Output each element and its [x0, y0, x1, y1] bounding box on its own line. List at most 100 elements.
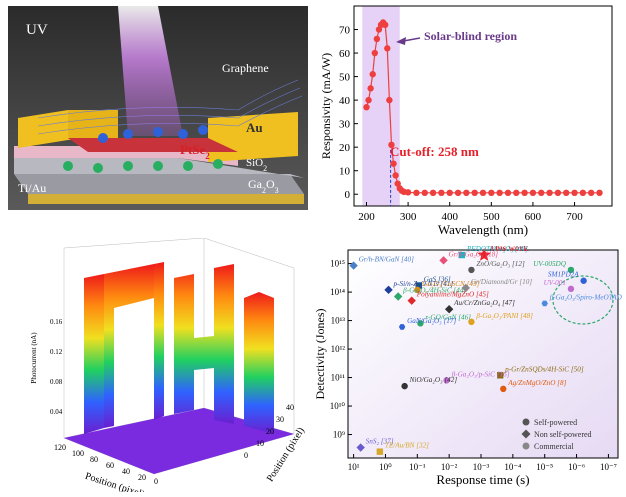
x-tick-label: 40 — [122, 467, 130, 476]
data-label: r-GO/GaN [46] — [425, 313, 471, 321]
annotation-cutoff: Cut-off: 258 nm — [390, 144, 479, 159]
uv-beam — [118, 6, 183, 136]
x-axis: 0 20 40 60 80 100 120 — [54, 443, 158, 486]
data-point — [471, 189, 478, 197]
data-point — [415, 282, 422, 289]
data-point — [413, 189, 420, 197]
data-label: UV-005DQ — [533, 260, 567, 268]
y-tick-label: 20 — [339, 142, 351, 154]
y-tick-label: 10⁹ — [333, 430, 345, 440]
data-point — [390, 160, 397, 167]
data-point — [356, 443, 365, 452]
data-point — [513, 189, 520, 197]
x-tick-label: 10⁻⁷ — [600, 462, 617, 472]
data-label: Polyaniline/MgZnO [45] — [416, 291, 489, 299]
data-point — [371, 49, 379, 57]
z-tick-label: 0.08 — [50, 378, 63, 386]
ridge-1 — [84, 274, 104, 434]
legend-label: Non self-powered — [534, 430, 592, 439]
data-point — [500, 385, 507, 393]
x-tick-label: 100 — [72, 449, 84, 458]
ridge-2 — [104, 264, 154, 428]
responsivity-chart-panel: 0 10 20 30 40 50 60 70 200 300 400 500 600 700 Solar… — [318, 2, 620, 238]
z-tick-label: 0.04 — [50, 408, 63, 416]
data-point — [458, 251, 466, 259]
x-axis-label: Position (pixel) — [84, 471, 146, 492]
data-point — [546, 189, 553, 197]
x-tick-label: 10⁻¹ — [409, 462, 426, 472]
data-point — [567, 285, 575, 293]
y-axis: 0 10 20 30 40 — [244, 403, 294, 460]
sio2-label: SiO2 — [246, 157, 267, 173]
data-point — [388, 141, 395, 149]
data-point — [580, 277, 587, 284]
data-point — [579, 189, 587, 197]
data-point — [468, 266, 475, 274]
data-label: SM1PD2A — [548, 271, 579, 279]
graphene-label: Graphene — [222, 61, 269, 75]
data-point — [529, 189, 537, 197]
data-point — [541, 300, 548, 307]
data-point — [504, 189, 512, 197]
data-point — [538, 189, 545, 197]
y-tick-label: 40 — [339, 95, 351, 107]
x-tick-label: 10⁻² — [441, 462, 458, 472]
photocurrent-map-panel: 0.04 0.08 0.12 0.16 Photocurrent (nA) 0 … — [4, 237, 310, 497]
data-point — [443, 377, 450, 384]
data-point — [596, 189, 603, 197]
data-point — [363, 103, 370, 111]
data-point — [496, 372, 504, 379]
y-tick-label: 10¹² — [331, 344, 346, 354]
data-point — [554, 189, 562, 197]
x-tick-label: 400 — [441, 211, 458, 223]
data-point — [571, 189, 578, 197]
data-label: NiO/Ga₂O₃ [42] — [409, 376, 458, 384]
ridge-5 — [244, 292, 274, 434]
data-point — [438, 189, 445, 197]
data-label: β-Ga₂O₃/p-SiC [16] — [451, 370, 510, 378]
data-point — [365, 96, 372, 104]
data-label: Ga₂O₃/CuSCN [43] — [422, 280, 479, 288]
data-point — [488, 189, 495, 197]
commercial-ellipse — [552, 275, 614, 325]
x-tick-label: 10⁻³ — [473, 462, 490, 472]
y-tick-label: 0 — [244, 451, 248, 460]
y-tick-label: 10¹³ — [331, 316, 346, 326]
y-tick-label: 0 — [345, 189, 351, 201]
data-point — [446, 189, 453, 197]
data-label: β-Ga₂O₃/4H-SiC [44] — [402, 286, 466, 294]
data-label: p-Gr/ZnSQDs/4H-SiC [50] — [504, 365, 584, 373]
detectivity-chart-panel: 10⁹ 10¹⁰ 10¹¹ 10¹² 10¹³ 10¹⁴ 10¹⁵ 10¹ 10⁰ 10⁻¹ 10… — [313, 243, 626, 492]
z-tick-label: 0.12 — [50, 348, 63, 356]
device-schematic: UV Graphene Au PtSe2 SiO2 Ti/Au Ga2O3 — [8, 6, 308, 210]
data-label: p-Si/n-ZnO NTs [41] — [393, 280, 454, 288]
plot-frame — [353, 5, 613, 207]
data-point — [563, 189, 570, 197]
data-point — [407, 296, 416, 305]
ptse2-label: PtSe2 — [180, 142, 210, 161]
y-axis-label: Detectivity (Jones) — [314, 309, 327, 400]
data-point — [496, 189, 503, 197]
data-label: Gr/h-BN/GaN [40] — [359, 256, 415, 264]
plot-background — [348, 250, 618, 458]
data-label: β-Ga₂O₃/Spiro-MeOTAD [51] — [549, 293, 622, 301]
data-label: SnS₂ [37] — [366, 438, 394, 446]
photocurrent-surface-plot: 0.04 0.08 0.12 0.16 Photocurrent (nA) 0 … — [30, 237, 307, 497]
data-point — [398, 324, 406, 330]
ptse2-layer — [68, 138, 238, 152]
legend-label: Self-powered — [534, 418, 577, 427]
data-point — [401, 382, 408, 390]
y-tick-label: 70 — [339, 25, 351, 37]
z-axis-label: Photocurrent (nA) — [30, 332, 38, 384]
y-tick-label: 40 — [286, 403, 294, 412]
x-tick-label: 10⁻⁵ — [536, 462, 553, 472]
data-point — [404, 189, 412, 196]
surface-floor — [64, 408, 294, 474]
legend-marker — [522, 418, 530, 426]
data-point — [468, 318, 475, 326]
data-label: UV-001 — [544, 279, 566, 287]
responsivity-chart: 0 10 20 30 40 50 60 70 200 300 400 500 600 700 Solar… — [319, 5, 613, 237]
data-point — [417, 320, 424, 327]
